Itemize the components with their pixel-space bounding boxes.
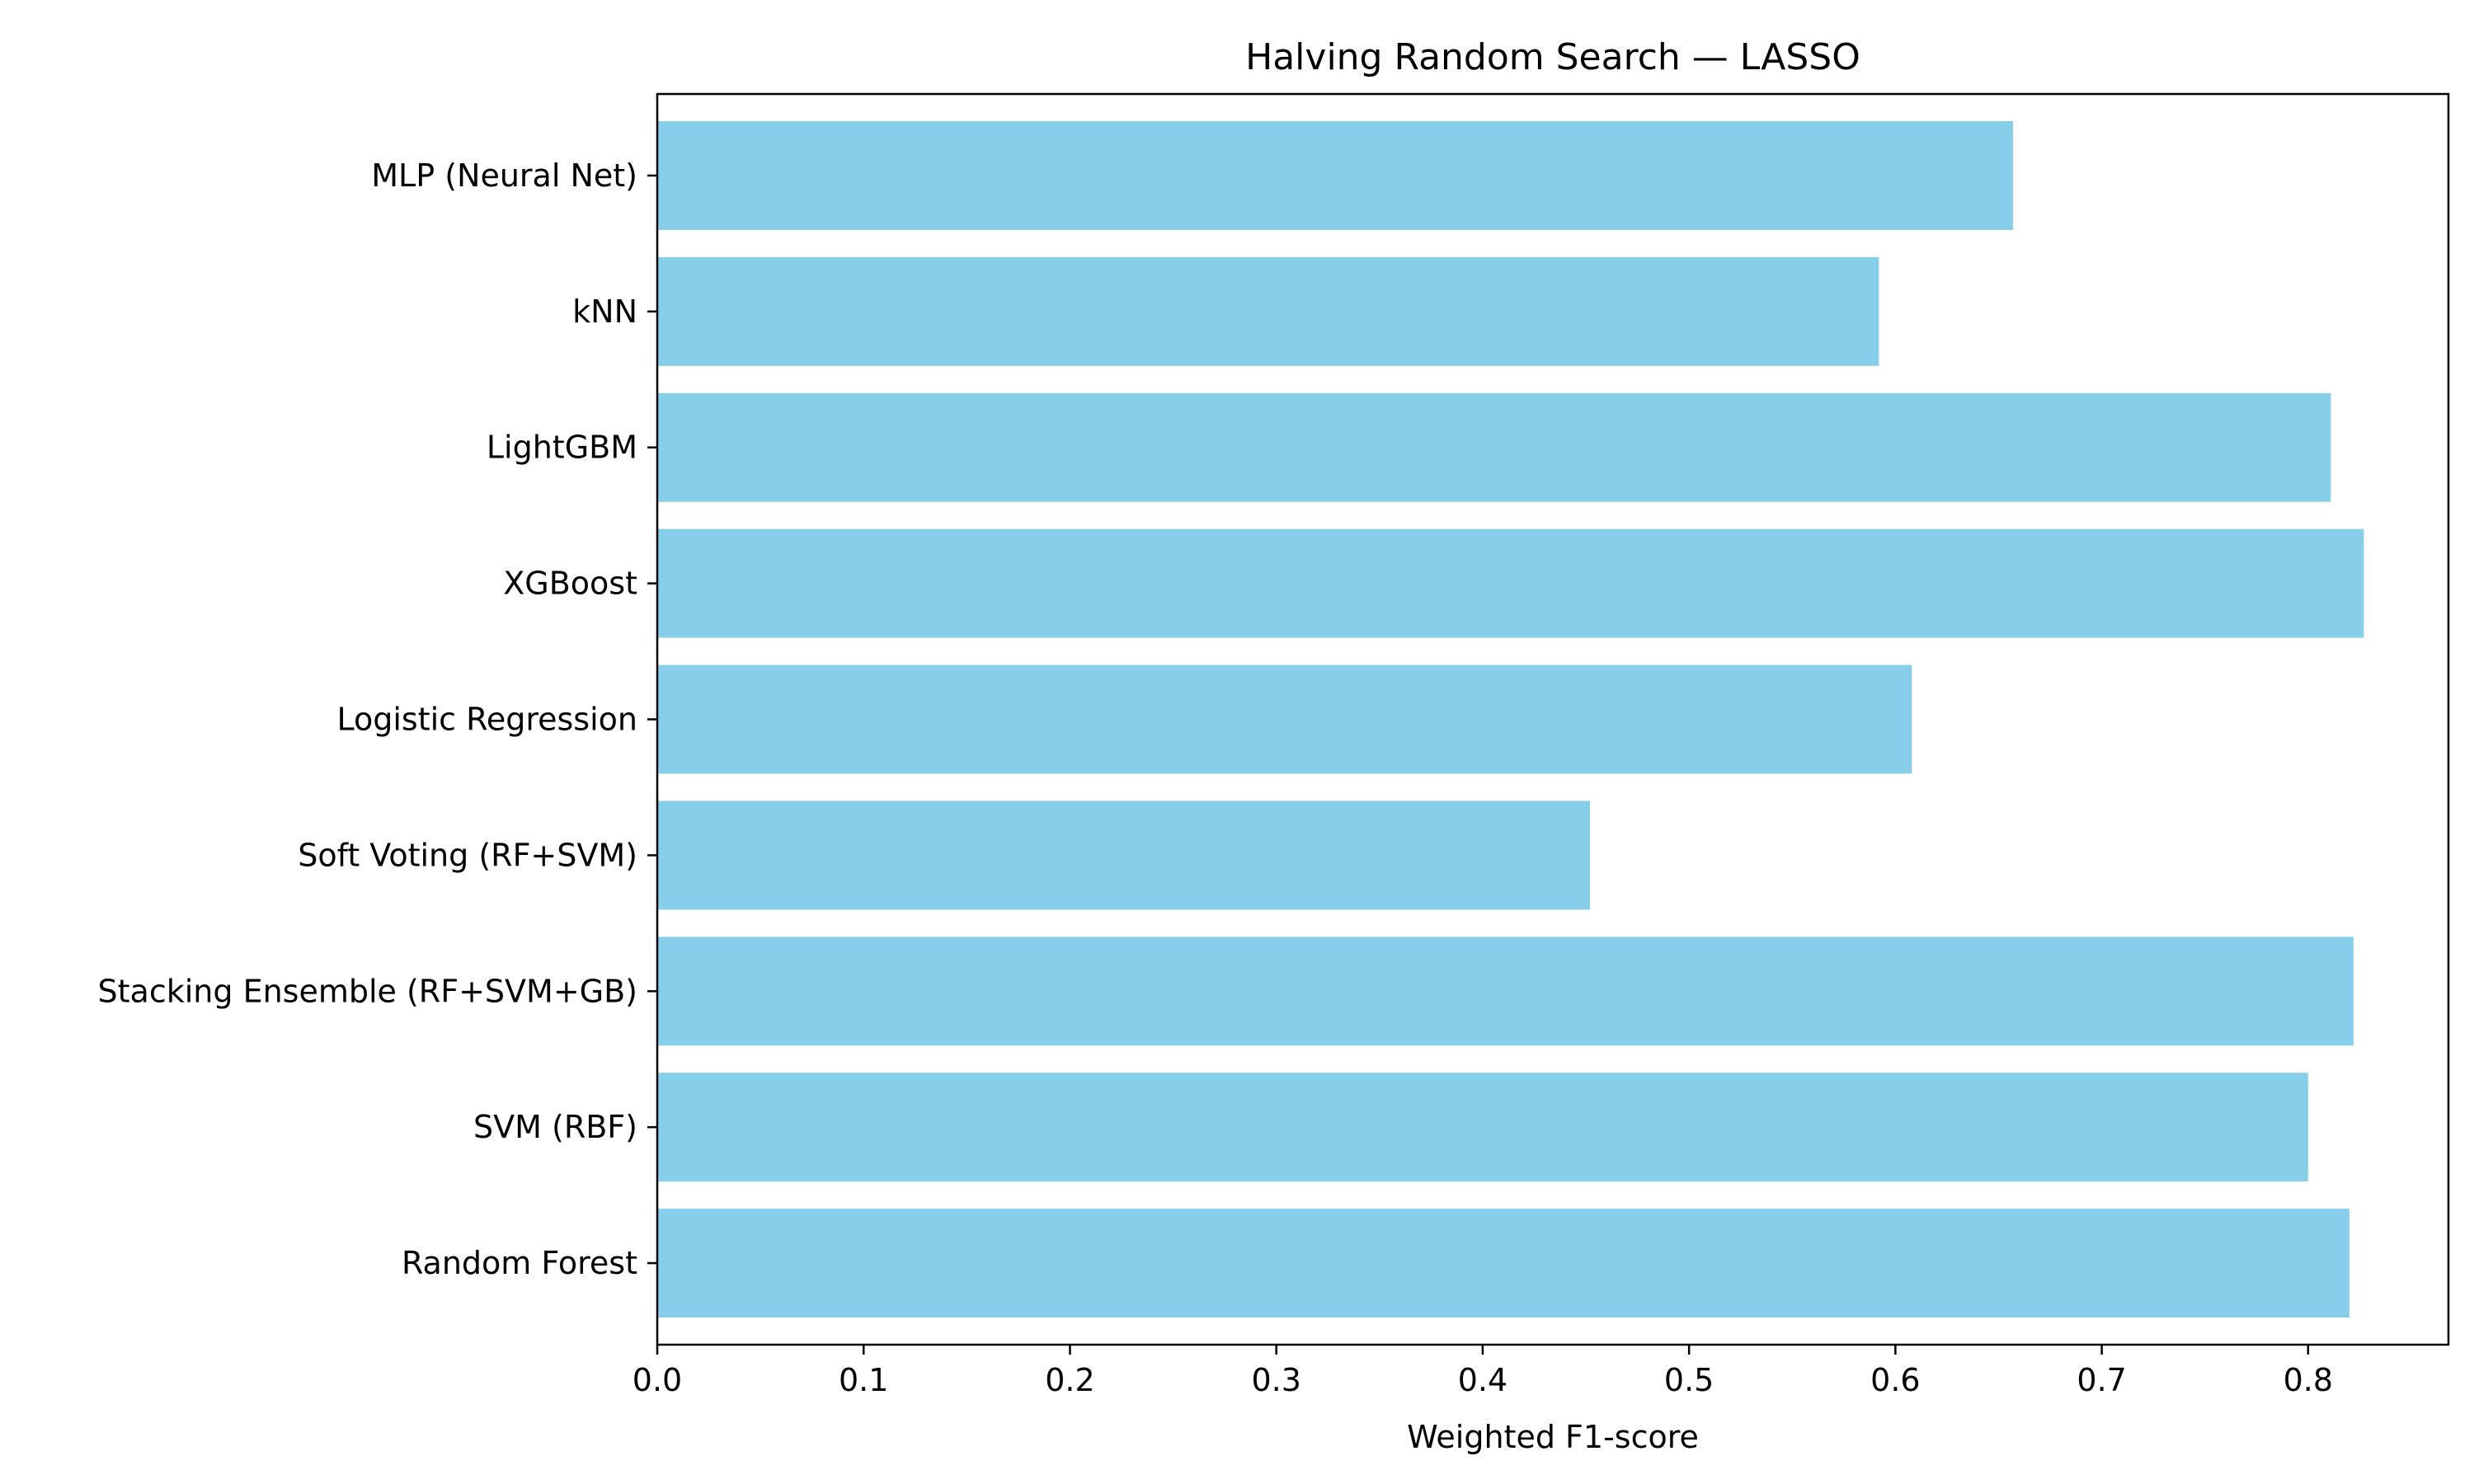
x-tick-label: 0.2 xyxy=(1045,1362,1094,1398)
bar xyxy=(657,1073,2308,1182)
y-tick-label: MLP (Neural Net) xyxy=(371,157,637,194)
x-tick-label: 0.5 xyxy=(1664,1362,1714,1398)
bar xyxy=(657,528,2364,638)
y-tick-label: XGBoost xyxy=(503,566,637,602)
bar xyxy=(657,665,1912,774)
bars-group xyxy=(657,120,2364,1318)
x-tick-label: 0.8 xyxy=(2284,1362,2333,1398)
x-tick-label: 0.1 xyxy=(839,1362,888,1398)
x-tick-label: 0.6 xyxy=(1870,1362,1920,1398)
bar xyxy=(657,801,1591,910)
bar xyxy=(657,392,2331,502)
y-tick-label: SVM (RBF) xyxy=(473,1109,637,1145)
x-ticks: 0.0 0.1 0.2 0.3 0.4 0.5 0.6 0.7 0.8 xyxy=(633,1345,2333,1398)
y-tick-label: kNN xyxy=(572,294,637,330)
bar xyxy=(657,256,1879,366)
bar xyxy=(657,937,2354,1046)
y-tick-label: LightGBM xyxy=(487,430,637,466)
x-tick-label: 0.3 xyxy=(1251,1362,1300,1398)
y-tick-label: Soft Voting (RF+SVM) xyxy=(298,837,637,873)
bar xyxy=(657,1209,2349,1318)
x-tick-label: 0.0 xyxy=(633,1362,682,1398)
x-tick-label: 0.7 xyxy=(2077,1362,2126,1398)
x-axis-label: Weighted F1-score xyxy=(1407,1419,1699,1455)
chart-title: Halving Random Search — LASSO xyxy=(1245,36,1860,78)
bar xyxy=(657,120,2014,230)
x-tick-label: 0.4 xyxy=(1458,1362,1507,1398)
y-tick-label: Random Forest xyxy=(402,1245,637,1281)
y-tick-label: Stacking Ensemble (RF+SVM+GB) xyxy=(98,973,637,1009)
y-tick-label: Logistic Regression xyxy=(336,702,637,738)
plot-frame xyxy=(656,92,2450,1346)
y-tick-labels: Random Forest SVM (RBF) Stacking Ensemble … xyxy=(98,157,657,1281)
